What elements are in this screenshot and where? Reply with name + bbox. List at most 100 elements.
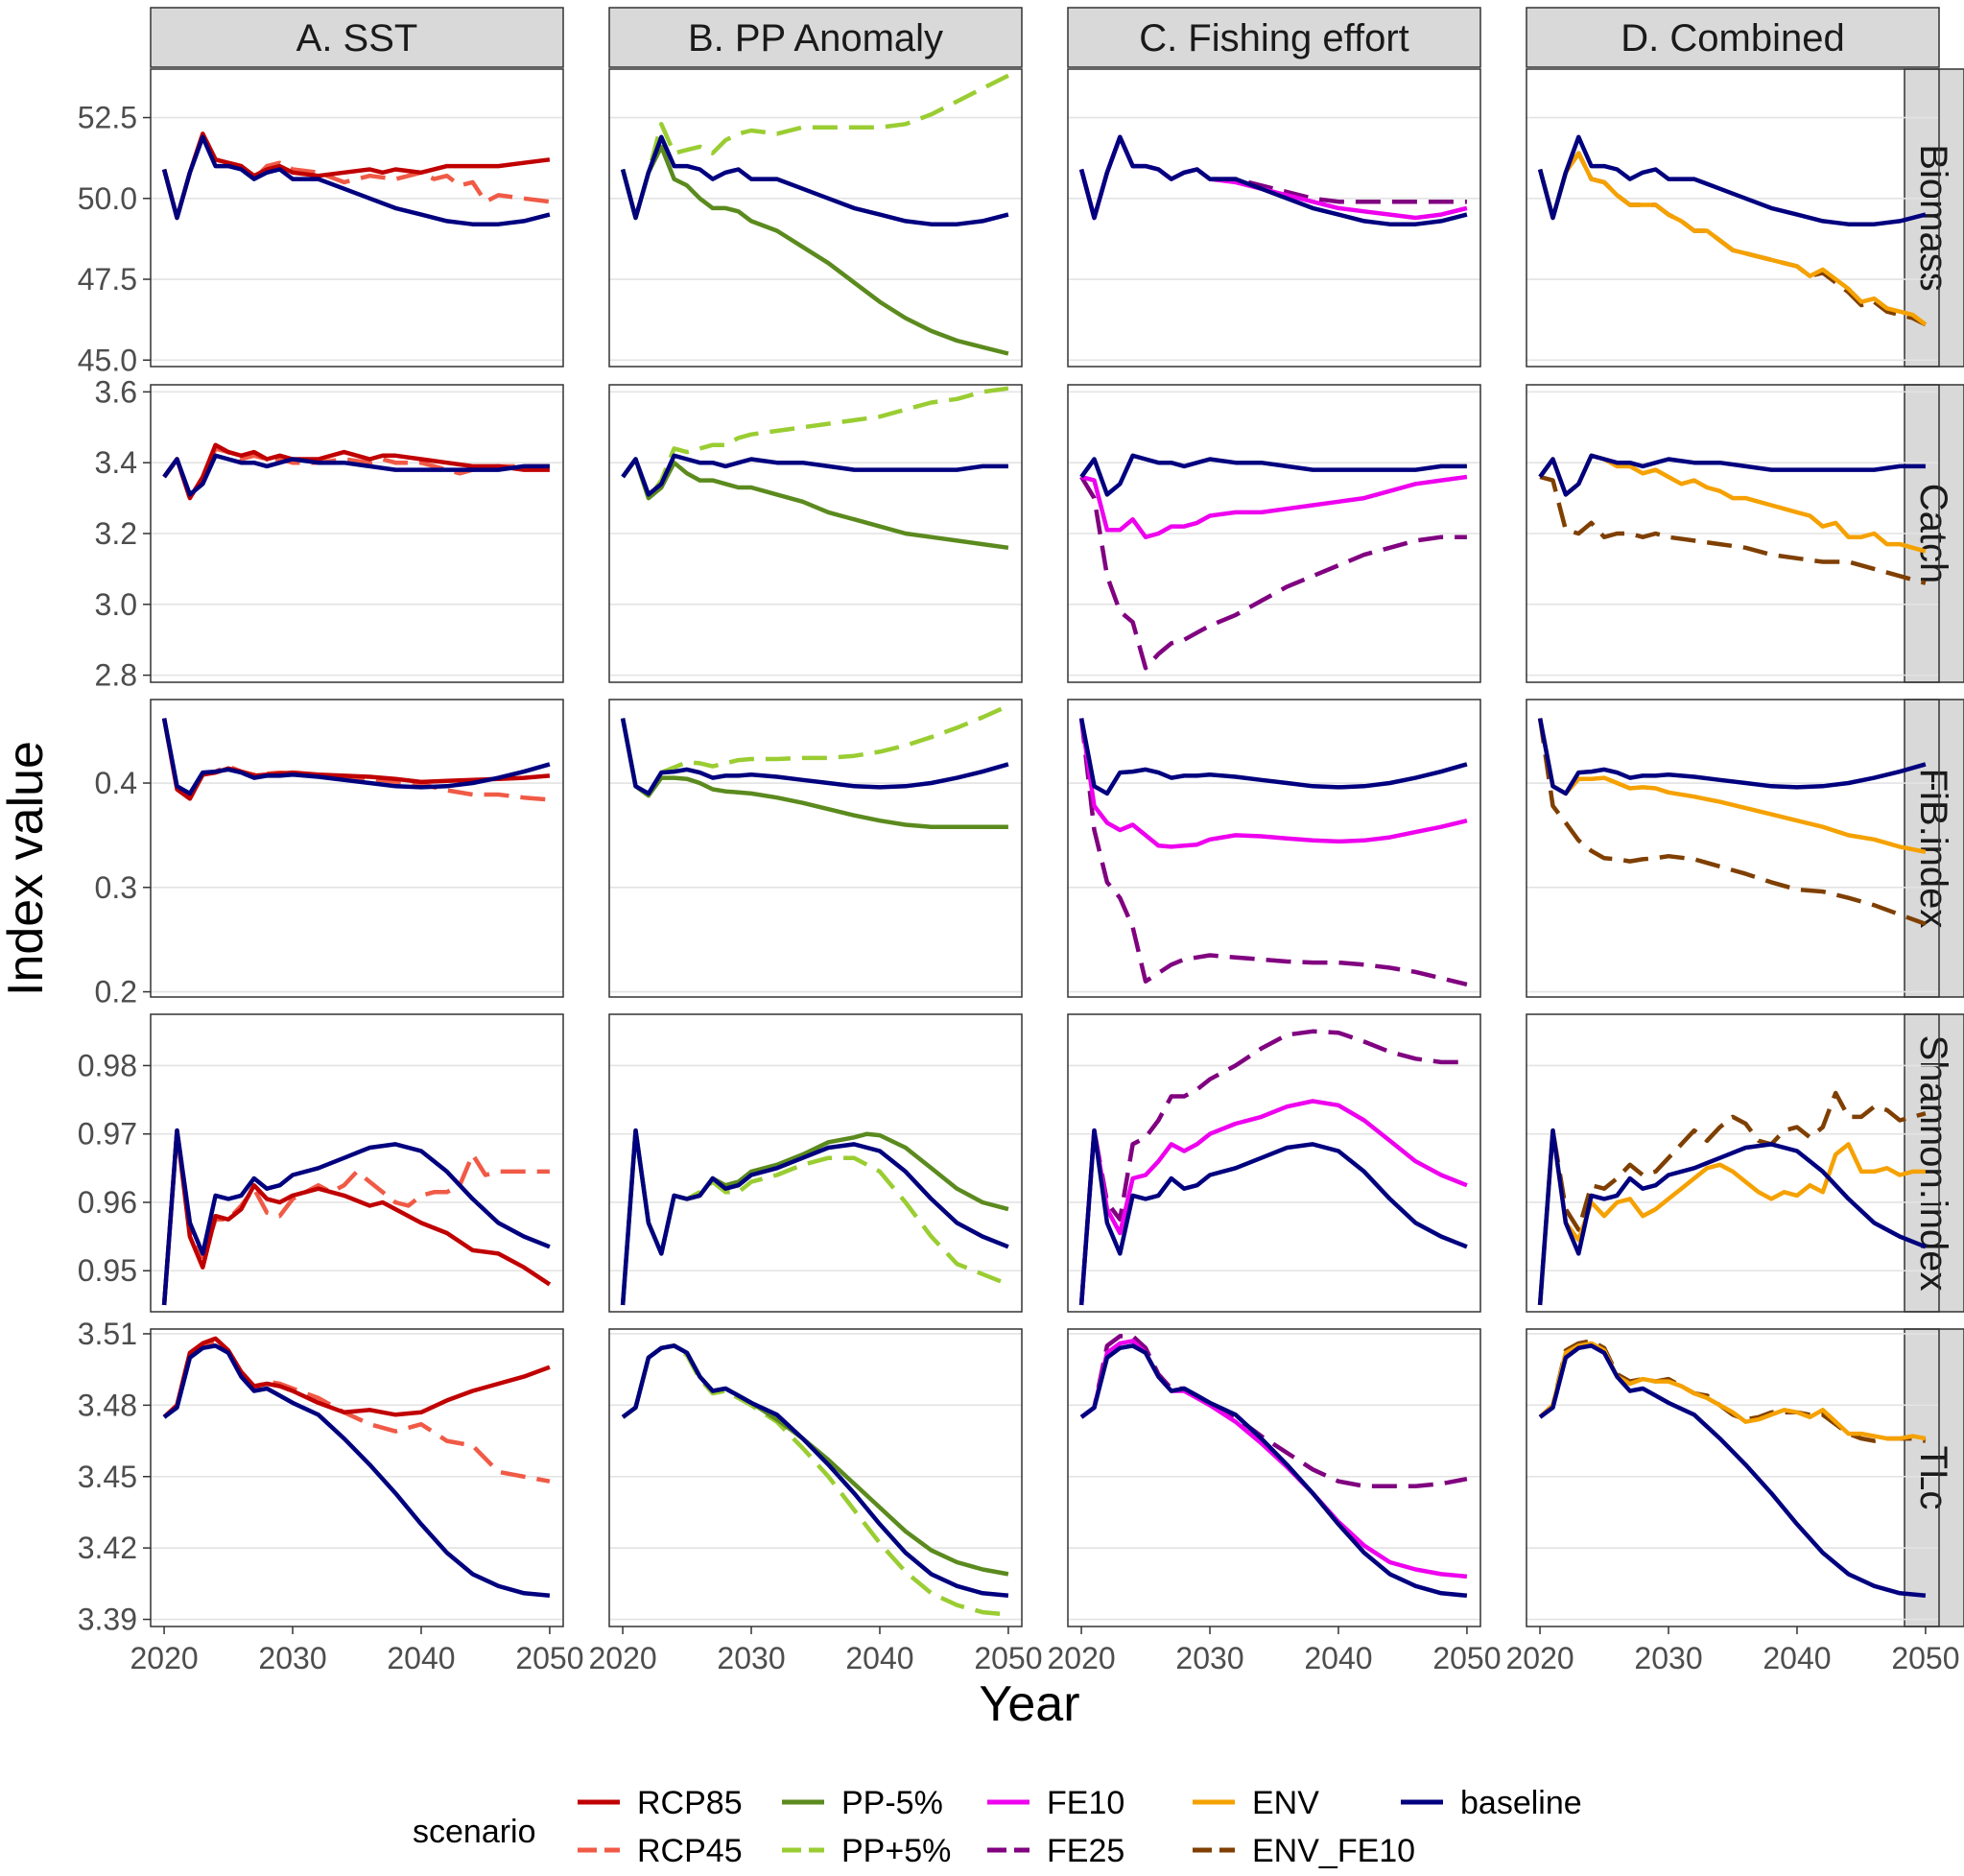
series-line-baseline bbox=[620, 1128, 1009, 1306]
series-line-rcp85 bbox=[162, 1336, 551, 1419]
series-group bbox=[621, 386, 1009, 551]
legend: scenario RCP85 RCP45 PP-5% PP+5% FE10 FE25 ENV E… bbox=[413, 1785, 1582, 1869]
panel-border bbox=[150, 699, 564, 998]
panel-border bbox=[150, 68, 564, 368]
strip-c: C. Fishing effort bbox=[1067, 7, 1481, 68]
panel-border bbox=[1526, 1328, 1940, 1627]
panel-a-biomass bbox=[150, 68, 564, 368]
legend-entry-env-fe10: ENV_FE10 bbox=[1193, 1833, 1415, 1869]
panel-border bbox=[1526, 384, 1940, 683]
panel-border bbox=[1526, 1013, 1940, 1313]
strip-b: B. PP Anomaly bbox=[608, 7, 1023, 68]
legend-label: PP-5% bbox=[841, 1785, 943, 1821]
panel-border bbox=[1526, 68, 1940, 368]
series-line-baseline bbox=[162, 1343, 551, 1599]
strip-background bbox=[1526, 7, 1940, 68]
panel-b-shannon-index bbox=[608, 1013, 1023, 1313]
series-line-pp-5 bbox=[621, 457, 1009, 551]
legend-entry-pp-5: PP+5% bbox=[782, 1833, 951, 1869]
y-tick-label: 0.2 bbox=[95, 975, 137, 1009]
series-line-baseline bbox=[621, 1343, 1009, 1599]
strip-background bbox=[1067, 7, 1481, 68]
series-line-baseline bbox=[161, 134, 551, 226]
legend-label: ENV bbox=[1252, 1785, 1319, 1821]
series-line-rcp85 bbox=[161, 718, 551, 801]
panel-a-fib-index bbox=[150, 699, 564, 998]
panel-border bbox=[1067, 384, 1481, 683]
series-line-env-fe10 bbox=[1537, 1090, 1927, 1306]
x-tick-label: 2040 bbox=[845, 1641, 913, 1675]
series-line-fe25 bbox=[1078, 718, 1468, 987]
panel-d-tlc: 2020 2030 2040 2050 bbox=[1505, 1328, 1960, 1675]
series-line-rcp45 bbox=[162, 1339, 551, 1484]
strip-d: D. Combined bbox=[1526, 7, 1940, 68]
legend-label: baseline bbox=[1460, 1785, 1582, 1821]
series-line-pp-5 bbox=[621, 1343, 1009, 1617]
x-tick-label: 2030 bbox=[1634, 1641, 1702, 1675]
series-line-rcp45 bbox=[161, 718, 551, 802]
y-tick-label: 0.3 bbox=[95, 870, 137, 905]
series-line-baseline bbox=[620, 718, 1009, 796]
legend-entry-rcp45: RCP45 bbox=[578, 1833, 743, 1869]
x-tick-label: 2020 bbox=[588, 1641, 656, 1675]
series-line-baseline bbox=[1078, 718, 1468, 796]
series-line-fe25 bbox=[1078, 1029, 1467, 1306]
legend-label: FE10 bbox=[1047, 1785, 1124, 1821]
x-tick-label: 2050 bbox=[515, 1641, 583, 1675]
series-line-baseline bbox=[1538, 1343, 1927, 1599]
series-line-env-fe10 bbox=[1539, 474, 1927, 585]
panel-c-tlc: 2020 2030 2040 2050 bbox=[1047, 1328, 1502, 1675]
series-group bbox=[1078, 134, 1468, 226]
series-group bbox=[161, 718, 551, 802]
y-tick-label: 3.45 bbox=[78, 1460, 137, 1494]
series-line-env-fe10 bbox=[1538, 1339, 1927, 1443]
panel-border bbox=[1067, 1328, 1481, 1627]
series-line-fe25 bbox=[1079, 475, 1467, 671]
panel-border bbox=[1067, 699, 1481, 998]
panel-a-shannon-index bbox=[150, 1013, 564, 1313]
series-line-baseline bbox=[1079, 453, 1467, 497]
series-group bbox=[162, 1336, 551, 1599]
series-group bbox=[1078, 1029, 1468, 1306]
series-line-env bbox=[1538, 1341, 1927, 1441]
panel-a-catch bbox=[150, 384, 564, 683]
series-line-pp-5 bbox=[621, 386, 1009, 501]
series-line-baseline bbox=[1078, 1128, 1468, 1306]
series-line-env-fe10 bbox=[1537, 718, 1927, 927]
series-line-fe25 bbox=[1079, 1334, 1468, 1488]
series-group bbox=[1538, 1339, 1927, 1599]
legend-entry-rcp85: RCP85 bbox=[578, 1785, 743, 1821]
legend-label: RCP85 bbox=[637, 1785, 743, 1821]
panel-border bbox=[1526, 699, 1940, 998]
strip-label: D. Combined bbox=[1621, 17, 1844, 59]
panel-grid: A. SST B. PP Anomaly C. Fishing effort D. C… bbox=[78, 7, 1964, 1675]
x-tick-label: 2030 bbox=[258, 1641, 326, 1675]
legend-entry-fe10: FE10 bbox=[987, 1785, 1124, 1821]
y-tick-label: 3.4 bbox=[95, 445, 137, 480]
series-line-baseline bbox=[620, 134, 1009, 226]
x-tick-label: 2050 bbox=[974, 1641, 1042, 1675]
panel-c-shannon-index bbox=[1067, 1013, 1481, 1313]
series-group bbox=[1537, 718, 1927, 927]
series-group bbox=[620, 703, 1009, 829]
panel-b-biomass bbox=[608, 68, 1023, 368]
row-strip-label: FiB.index bbox=[1912, 769, 1954, 929]
series-group bbox=[162, 442, 550, 501]
series-line-baseline bbox=[161, 718, 551, 796]
series-line-baseline bbox=[1537, 1128, 1927, 1306]
y-tick-label: 3.48 bbox=[78, 1388, 137, 1422]
strip-label: A. SST bbox=[296, 17, 418, 59]
series-line-pp-5 bbox=[620, 73, 1009, 221]
y-tick-label: 3.42 bbox=[78, 1531, 137, 1565]
series-line-rcp85 bbox=[161, 1128, 552, 1306]
series-line-fe25 bbox=[1078, 134, 1467, 221]
x-tick-label: 2020 bbox=[130, 1641, 198, 1675]
series-line-pp-5 bbox=[620, 718, 1008, 829]
x-tick-label: 2020 bbox=[1505, 1641, 1574, 1675]
panel-c-biomass bbox=[1067, 68, 1481, 368]
legend-title: scenario bbox=[413, 1814, 536, 1850]
series-line-rcp85 bbox=[162, 442, 550, 501]
panel-border bbox=[608, 68, 1023, 368]
x-tick-label: 2020 bbox=[1047, 1641, 1115, 1675]
y-tick-label: 0.95 bbox=[78, 1253, 137, 1288]
